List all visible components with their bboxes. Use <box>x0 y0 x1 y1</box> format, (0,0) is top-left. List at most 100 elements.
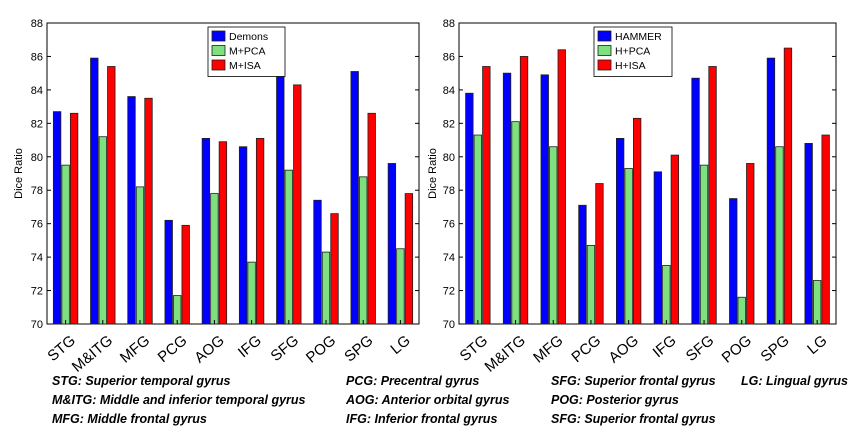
chart-2-bar-h-pca-spg <box>775 146 784 325</box>
chart-2-bar-hammer-ifg <box>653 171 662 325</box>
caption-mitg: M&ITG: Middle and inferior temporal gyru… <box>52 393 306 407</box>
chart-1-bar-m-isa-mitg <box>107 66 116 325</box>
chart-1-bar-demons-pog <box>313 199 322 325</box>
chart-1-xtick-label: MFG <box>117 332 153 366</box>
chart-2-bar-h-isa-pog <box>746 163 755 325</box>
caption-column-4: LG: Lingual gyrus <box>741 372 848 391</box>
chart-1-bar-demons-mitg <box>90 57 99 325</box>
chart-2-bar-hammer-pcg <box>578 204 587 325</box>
chart-2-ylabel: Dice Ratio <box>427 148 439 199</box>
chart-2-bar-h-pca-ifg <box>662 265 671 325</box>
chart-2-bar-h-pca-aog <box>624 168 633 325</box>
chart-2-legend-label: H+PCA <box>615 46 650 58</box>
chart-2-bar-hammer-pog <box>729 198 738 325</box>
caption-mfg: MFG: Middle frontal gyrus <box>52 412 207 426</box>
chart-1-bar-m-pca-mfg <box>135 186 145 325</box>
chart-1-bar-m-isa-ifg <box>255 137 265 325</box>
chart-2-bar-h-isa-lg <box>821 134 830 325</box>
caption-sfg: SFG: Superior frontal gyrus <box>551 374 716 388</box>
chart-2-xtick-label: SPG <box>758 332 793 365</box>
chart-1-ytick-label: 84 <box>31 85 43 97</box>
chart-2-bar-hammer-mitg <box>502 72 512 325</box>
chart-2-bar-h-isa-aog <box>633 117 642 325</box>
chart-2-xtick-label: IFG <box>650 332 680 361</box>
chart-1-bar-m-isa-pog <box>330 213 339 325</box>
chart-1-legend-label: Demons <box>229 31 268 43</box>
chart-2-xtick-label: SFG <box>683 332 718 365</box>
chart-1-bar-m-isa-aog <box>218 141 228 325</box>
chart-1-bar-m-pca-sfg <box>284 169 293 325</box>
chart-1-bar-m-pca-aog <box>210 193 219 325</box>
chart-2-bar-h-pca-mfg <box>549 146 558 325</box>
chart-1-bar-demons-lg <box>387 163 397 325</box>
chart-2-ytick-label: 80 <box>443 152 455 164</box>
caption-pcg: PCG: Precentral gyrus <box>346 374 480 388</box>
chart-1-ytick-label: 76 <box>31 219 43 231</box>
chart-2-legend-label: H+ISA <box>615 60 646 72</box>
caption-column-1: STG: Superior temporal gyrus M&ITG: Midd… <box>52 372 306 429</box>
chart-1-xtick-label: AOG <box>191 332 227 366</box>
chart-1-xtick-label: LG <box>387 332 413 358</box>
chart-1-xtick-label: SPG <box>341 332 376 365</box>
chart-1-bar-demons-mfg <box>127 96 136 325</box>
chart-2-bar-h-isa-sfg <box>708 66 717 325</box>
chart-1-xtick-label: SFG <box>268 332 303 365</box>
chart-1-bar-demons-stg <box>52 111 62 325</box>
chart-2-legend-swatch <box>597 59 612 71</box>
chart-1-ytick-label: 86 <box>31 51 43 63</box>
chart-1-bar-m-pca-pog <box>321 251 331 325</box>
chart-2-legend-swatch <box>597 30 612 42</box>
chart-1-legend-swatch <box>211 30 226 42</box>
chart-1-bar-demons-ifg <box>238 146 248 325</box>
chart-2-legend-swatch <box>597 45 612 56</box>
chart-2-bar-hammer-mfg <box>540 74 549 325</box>
chart-1-bar-m-pca-ifg <box>247 261 256 325</box>
chart-2-bar-h-isa-spg <box>783 47 793 325</box>
chart-1-bar-m-pca-mitg <box>98 136 107 325</box>
caption-column-2: PCG: Precentral gyrus AOG: Anterior orbi… <box>346 372 509 429</box>
chart-2-bar-hammer-aog <box>616 137 625 325</box>
chart-1-bar-demons-spg <box>350 71 359 325</box>
chart-1-xtick-label: PCG <box>155 332 191 366</box>
caption-pog: POG: Posterior gyrus <box>551 393 679 407</box>
chart-1-legend-swatch <box>211 45 226 56</box>
chart-2-ytick-label: 74 <box>443 252 455 264</box>
chart-1-legend-label: M+ISA <box>229 60 261 72</box>
chart-1-bar-m-isa-pcg <box>181 224 190 325</box>
chart-2-ytick-label: 70 <box>443 319 455 331</box>
chart-1-ytick-label: 70 <box>31 319 43 331</box>
chart-2-bar-hammer-lg <box>804 142 813 325</box>
chart-2-bar-h-pca-pcg <box>586 245 596 325</box>
chart-2-bar-h-pca-pog <box>737 296 746 325</box>
chart-1-ytick-label: 74 <box>31 252 43 264</box>
caption-column-3: SFG: Superior frontal gyrus POG: Posteri… <box>551 372 716 429</box>
chart-1-bar-demons-aog <box>201 137 211 325</box>
chart-2-bar-hammer-sfg <box>691 77 700 325</box>
chart-2-bar-h-pca-mitg <box>511 121 520 325</box>
chart-2-bar-hammer-stg <box>465 92 474 325</box>
chart-2-ytick-label: 82 <box>443 118 455 130</box>
chart-1-ytick-label: 88 <box>31 18 43 30</box>
chart-2-bar-h-pca-lg <box>813 280 822 325</box>
caption-ifg: IFG: Inferior frontal gyrus <box>346 412 498 426</box>
caption-stg: STG: Superior temporal gyrus <box>52 374 231 388</box>
chart-2-xtick-label: AOG <box>606 332 642 366</box>
chart-1-bar-m-isa-sfg <box>293 84 302 325</box>
chart-1-bar-m-isa-mfg <box>144 97 153 325</box>
caption-lg: LG: Lingual gyrus <box>741 374 848 388</box>
chart-1-legend-swatch <box>211 59 226 71</box>
chart-2-bar-h-isa-ifg <box>670 154 679 325</box>
chart-2-xtick-label: MFG <box>530 332 566 366</box>
chart-1-ytick-label: 72 <box>31 286 43 298</box>
chart-2-bar-h-isa-mfg <box>557 49 566 325</box>
chart-2-bar-h-isa-mitg <box>519 56 529 325</box>
chart-2-bar-hammer-spg <box>766 57 776 325</box>
chart-2-xtick-label: M&ITG <box>482 332 529 376</box>
chart-2-ytick-label: 84 <box>443 85 455 97</box>
chart-1-ytick-label: 80 <box>31 152 43 164</box>
chart-2-ytick-label: 88 <box>443 18 455 30</box>
chart-2-xtick-label: PCG <box>568 332 604 366</box>
chart-2-legend-label: HAMMER <box>615 31 662 43</box>
caption-aog: AOG: Anterior orbital gyrus <box>346 393 510 407</box>
